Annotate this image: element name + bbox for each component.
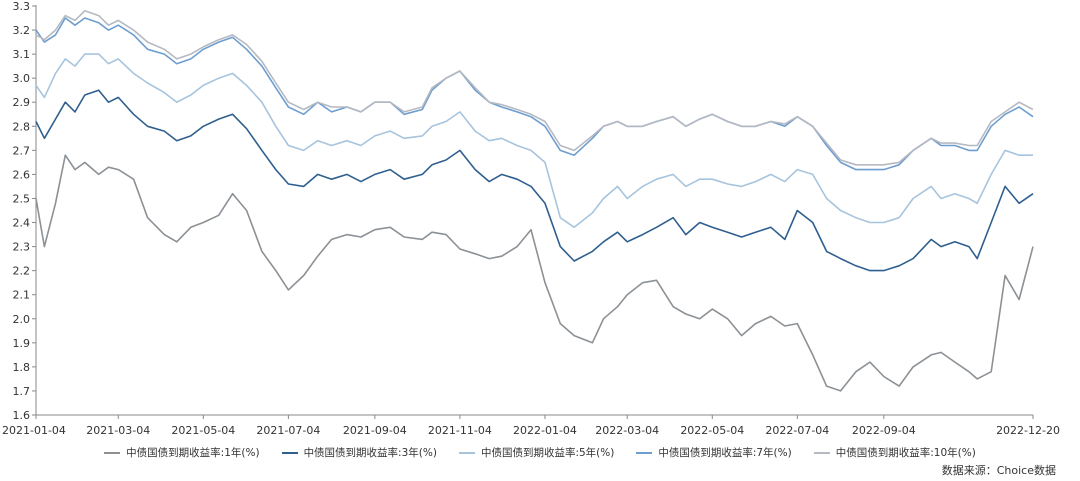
legend-item: 中债国债到期收益率:5年(%) [458, 445, 615, 460]
y-tick-label: 2.6 [13, 168, 31, 181]
legend-label: 中债国债到期收益率:7年(%) [658, 447, 792, 459]
legend-label: 中债国债到期收益率:5年(%) [480, 447, 615, 459]
y-tick-label: 2.3 [13, 241, 31, 254]
y-tick-label: 2.1 [13, 289, 31, 302]
legend-label: 中债国债到期收益率:10年(%) [835, 447, 976, 459]
y-tick-label: 2.7 [13, 144, 31, 157]
legend-item: 中债国债到期收益率:1年(%) [104, 445, 260, 460]
x-tick-label: 2022-01-04 [513, 424, 577, 437]
legend-label: 中债国债到期收益率:1年(%) [126, 447, 260, 459]
y-tick-label: 2.8 [13, 120, 31, 133]
legend: 中债国债到期收益率:1年(%) 中债国债到期收益率:3年(%) 中债国债到期收益率:… [100, 445, 980, 460]
legend-item: 中债国债到期收益率:3年(%) [281, 445, 437, 460]
y-tick-label: 1.6 [13, 409, 31, 422]
series-line-2 [35, 53, 1033, 229]
legend-swatch [636, 451, 653, 454]
y-tick-label: 2.0 [13, 313, 31, 326]
y-tick-label: 3.0 [13, 72, 31, 85]
y-tick-label: 2.2 [13, 265, 31, 278]
series-line-1 [35, 89, 1034, 272]
legend-swatch [813, 451, 830, 454]
y-tick-label: 3.2 [13, 24, 31, 37]
legend-swatch [281, 451, 298, 454]
legend-swatch [458, 451, 475, 454]
y-tick-label: 3.3 [13, 0, 31, 13]
y-tick-label: 2.9 [13, 96, 31, 109]
x-tick-label: 2022-07-04 [765, 424, 829, 437]
x-axis-ticks: 2021-01-04 2021-03-04 2021-05-04 2021-07-04… [2, 415, 1060, 437]
legend-label: 中债国债到期收益率:3年(%) [303, 447, 437, 459]
x-tick-label: 2021-07-04 [256, 424, 320, 437]
y-tick-label: 1.9 [13, 337, 31, 350]
y-tick-label: 2.4 [13, 217, 31, 230]
series-line-3 [35, 17, 1034, 171]
y-tick-label: 3.1 [13, 48, 31, 61]
x-tick-label: 2021-03-04 [86, 424, 150, 437]
source-note: 数据来源：Choice数据 [941, 464, 1056, 477]
x-tick-label: 2021-11-04 [428, 424, 492, 437]
y-tick-label: 1.7 [13, 385, 31, 398]
legend-swatch [104, 451, 121, 454]
x-tick-label: 2021-01-04 [2, 424, 66, 437]
series-line-0 [35, 154, 1034, 392]
x-tick-label: 2022-12-20 [996, 424, 1060, 437]
y-tick-label: 1.8 [13, 361, 31, 374]
y-axis-ticks: 1.6 1.7 1.8 1.9 2.0 2.1 2.2 2.3 2.4 2.5 2.6 2.7 2.8 2… [13, 0, 36, 422]
x-tick-label: 2021-09-04 [343, 424, 407, 437]
series-line-4 [35, 10, 1034, 166]
x-tick-label: 2022-09-04 [852, 424, 916, 437]
x-tick-label: 2022-03-04 [595, 424, 659, 437]
y-tick-label: 2.5 [13, 192, 31, 205]
x-tick-label: 2022-05-04 [680, 424, 744, 437]
series-lines [35, 10, 1034, 392]
legend-item: 中债国债到期收益率:10年(%) [813, 445, 976, 460]
legend-item: 中债国债到期收益率:7年(%) [636, 445, 792, 460]
x-tick-label: 2021-05-04 [171, 424, 235, 437]
